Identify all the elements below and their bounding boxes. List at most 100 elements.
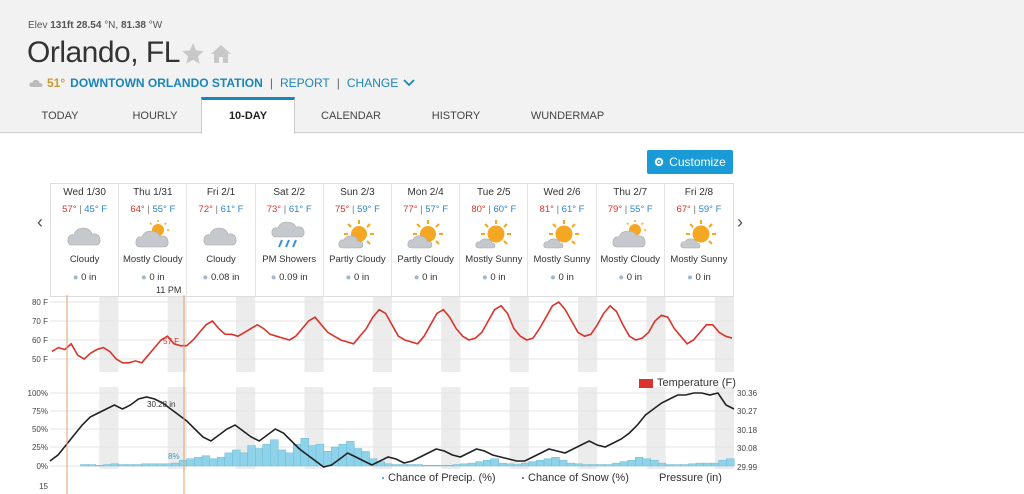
day-column[interactable]: Thu 1/31 64° | 55° F Mostly Cloudy ● 0 in	[119, 184, 188, 296]
day-column[interactable]: Tue 2/5 80° | 60° F Mostly Sunny ● 0 in	[460, 184, 529, 296]
precip-bar	[543, 458, 553, 467]
tab-history[interactable]: HISTORY	[431, 110, 481, 122]
precip-bar	[718, 459, 727, 467]
precip-bar	[528, 461, 537, 467]
low-temp: 45° F	[84, 204, 108, 215]
day-column[interactable]: Sun 2/3 75° | 59° F Partly Cloudy ● 0 in	[324, 184, 393, 296]
tab-today[interactable]: TODAY	[41, 110, 79, 122]
night-band	[441, 387, 461, 469]
tab-wundermap[interactable]: WUNDERMAP	[530, 110, 605, 122]
favorite-star-icon[interactable]	[180, 41, 206, 67]
precip-bar	[216, 457, 226, 467]
precip-amount: ● 0 in	[392, 272, 459, 283]
condition-label: Mostly Cloudy	[600, 254, 661, 265]
raindrop-icon: ●	[140, 272, 147, 283]
mostly-cloudy-icon	[597, 219, 664, 251]
day-column[interactable]: Fri 2/1 72° | 61° F Cloudy ● 0.08 in	[187, 184, 256, 296]
precip-bar	[483, 459, 492, 467]
day-column[interactable]: Fri 2/8 67° | 59° F Mostly Sunny ● 0 in	[665, 184, 733, 296]
location-header: Elev 131ft 28.54 °N, 81.38 °W Orlando, F…	[0, 0, 1024, 97]
station-link[interactable]: DOWNTOWN ORLANDO STATION	[70, 76, 263, 90]
precip-bar	[178, 459, 188, 467]
precip-bar	[521, 462, 530, 467]
precip-bar	[551, 457, 560, 467]
night-band	[372, 297, 392, 372]
tab-calendar[interactable]: CALENDAR	[321, 110, 381, 122]
precip-swatch	[382, 477, 384, 479]
day-column[interactable]: Thu 2/7 79° | 55° F Mostly Cloudy ● 0 in	[597, 184, 665, 296]
customize-button[interactable]: Customize	[647, 150, 733, 174]
day-column[interactable]: Wed 2/6 81° | 61° F Mostly Sunny ● 0 in	[528, 184, 597, 296]
high-temp: 67°	[676, 204, 691, 215]
precip-value: 0 in	[490, 272, 506, 283]
low-temp: 59° F	[357, 204, 380, 215]
precip-bar	[80, 464, 89, 467]
precip-bar	[445, 465, 454, 467]
precip-bar	[194, 457, 203, 467]
precip-bar	[232, 449, 241, 467]
precip-bar	[414, 464, 423, 467]
precip-tick-label: 15	[39, 482, 48, 491]
pressure-legend: Pressure (in)	[655, 472, 722, 484]
hi-lo-temps: 57° | 45° F	[51, 204, 118, 215]
separator: |	[556, 204, 560, 215]
day-name: Wed 2/6	[543, 187, 581, 198]
day-name: Mon 2/4	[407, 187, 444, 198]
current-time-marker: 11 PM	[156, 285, 182, 295]
precip-value: 0 in	[81, 272, 97, 283]
precip-bar	[597, 464, 606, 467]
precip-bar	[163, 463, 173, 467]
previous-arrow-icon[interactable]: ‹	[37, 212, 43, 232]
day-name: Wed 1/30	[63, 187, 106, 198]
showers-icon	[256, 219, 323, 251]
precip-bar	[650, 459, 659, 467]
precip-bar	[186, 458, 195, 467]
pressure-line	[49, 392, 735, 468]
precip-value: 0 in	[626, 272, 643, 283]
longitude-dir: °W	[148, 20, 163, 31]
partly-cloudy-icon	[392, 219, 459, 251]
night-band	[714, 387, 734, 469]
high-temp: 57°	[62, 204, 77, 215]
precip-tick-label: 50%	[32, 425, 48, 434]
current-temp-label: 57 F	[163, 337, 179, 346]
next-arrow-icon[interactable]: ›	[737, 212, 743, 232]
separator: |	[283, 204, 287, 215]
elevation-coords: Elev 131ft 28.54 °N, 81.38 °W	[28, 20, 162, 31]
precip-bar	[604, 464, 613, 467]
forecast-tabs: TODAY HOURLY 10-DAY CALENDAR HISTORY WUN…	[0, 97, 1024, 134]
separator: |	[351, 204, 355, 215]
condition-label: Cloudy	[206, 254, 236, 265]
high-temp: 75°	[334, 204, 350, 215]
tab-10-day[interactable]: 10-DAY	[201, 97, 295, 134]
precip-bar	[407, 464, 416, 467]
precip-value: 0 in	[422, 272, 438, 283]
precip-bar	[467, 462, 477, 467]
day-column[interactable]: Wed 1/30 57° | 45° F Cloudy ● 0 in	[51, 184, 120, 296]
snow-swatch	[522, 477, 524, 479]
precip-tick-label: 25%	[32, 443, 48, 452]
raindrop-icon: ●	[345, 272, 352, 283]
day-column[interactable]: Sat 2/2 73° | 61° F PM Showers ● 0.09 in	[256, 184, 324, 296]
temp-tick-label: 50 F	[32, 355, 48, 364]
precip-value: 0 in	[353, 272, 370, 283]
precip-amount: ● 0 in	[51, 272, 118, 283]
tab-hourly[interactable]: HOURLY	[132, 110, 178, 122]
separator: |	[147, 204, 150, 215]
separator: |	[624, 204, 628, 215]
precip-bar	[133, 464, 142, 467]
raindrop-icon: ●	[550, 272, 556, 283]
day-column[interactable]: Mon 2/4 77° | 57° F Partly Cloudy ● 0 in	[392, 184, 461, 296]
precip-bar	[285, 452, 294, 467]
high-temp: 64°	[130, 204, 145, 215]
report-link[interactable]: REPORT	[279, 76, 330, 90]
chevron-down-icon[interactable]	[402, 78, 416, 88]
partly-cloudy-icon	[324, 219, 391, 251]
night-band	[167, 387, 187, 469]
change-link[interactable]: CHANGE	[346, 76, 399, 90]
separator: |	[215, 204, 219, 215]
night-band	[167, 297, 187, 372]
precip-bar	[635, 457, 644, 467]
home-icon[interactable]	[209, 42, 233, 66]
precip-bar	[536, 459, 545, 467]
